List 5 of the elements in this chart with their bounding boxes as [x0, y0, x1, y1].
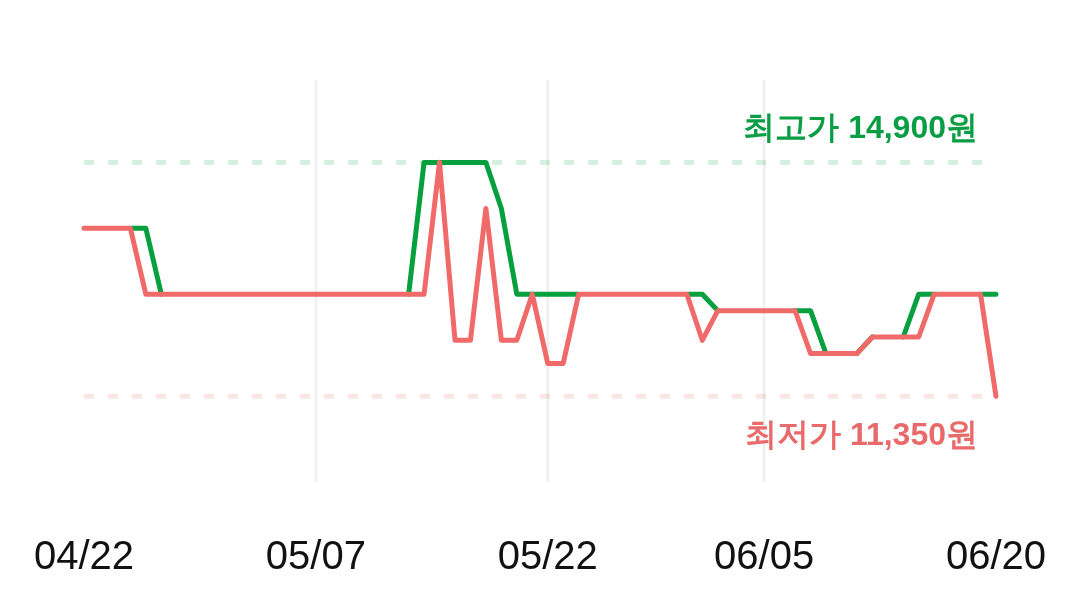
x-tick-label: 06/05	[714, 533, 815, 577]
x-tick-label: 04/22	[33, 533, 135, 577]
x-tick-label: 05/07	[265, 533, 366, 577]
x-tick-label: 06/20	[945, 533, 1047, 577]
x-tick-label: 05/22	[497, 533, 598, 577]
